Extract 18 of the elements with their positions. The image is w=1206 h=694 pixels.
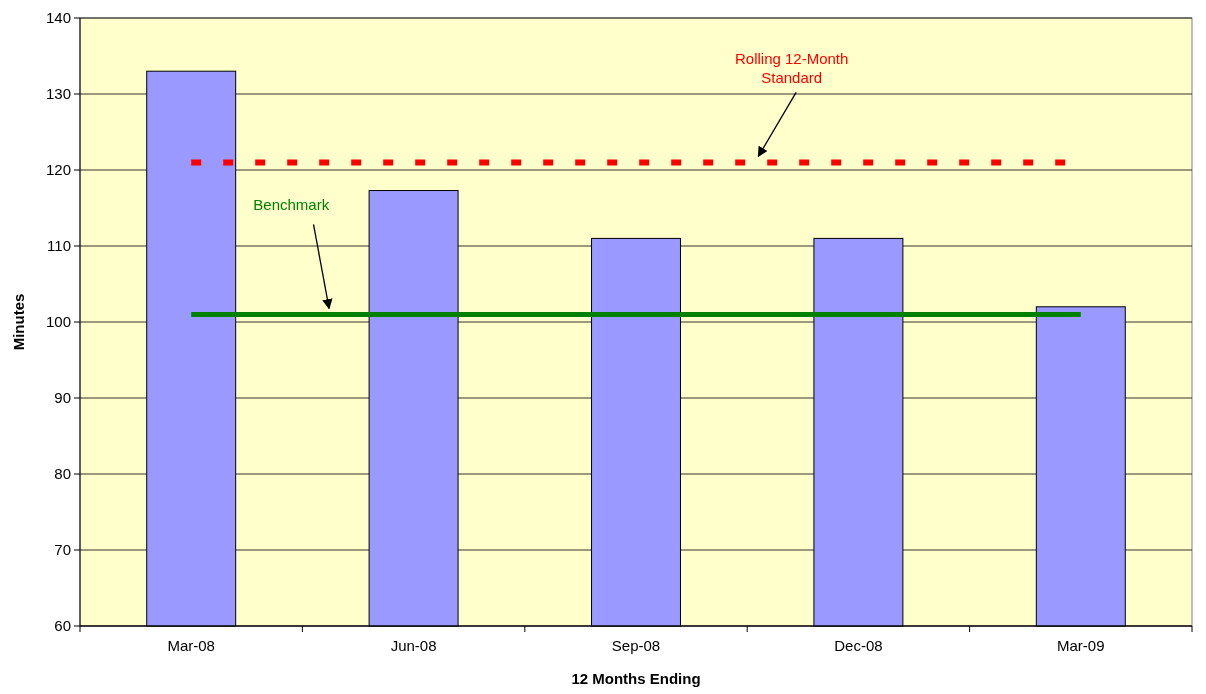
y-tick-label: 110 (47, 237, 71, 255)
y-tick-label: 130 (45, 85, 71, 103)
y-tick-label: 70 (54, 541, 71, 559)
ref-line-label: Rolling 12-Month Standard (734, 50, 849, 87)
y-tick-label: 80 (54, 465, 71, 483)
x-axis-title: 12 Months Ending (571, 670, 701, 687)
x-tick-label: Jun-08 (390, 637, 437, 654)
y-axis-title: Minutes (10, 293, 27, 351)
ref-line-label: Benchmark (253, 196, 330, 214)
x-tick-label: Dec-08 (834, 637, 883, 654)
x-tick-label: Sep-08 (611, 637, 661, 654)
y-tick-label: 140 (45, 9, 71, 27)
x-tick-label: Mar-08 (167, 637, 215, 654)
x-tick-label: Mar-09 (1057, 637, 1105, 654)
y-tick-label: 100 (45, 313, 71, 331)
y-tick-label: 120 (45, 161, 71, 179)
y-tick-label: 90 (54, 389, 71, 407)
y-tick-label: 60 (54, 617, 71, 635)
